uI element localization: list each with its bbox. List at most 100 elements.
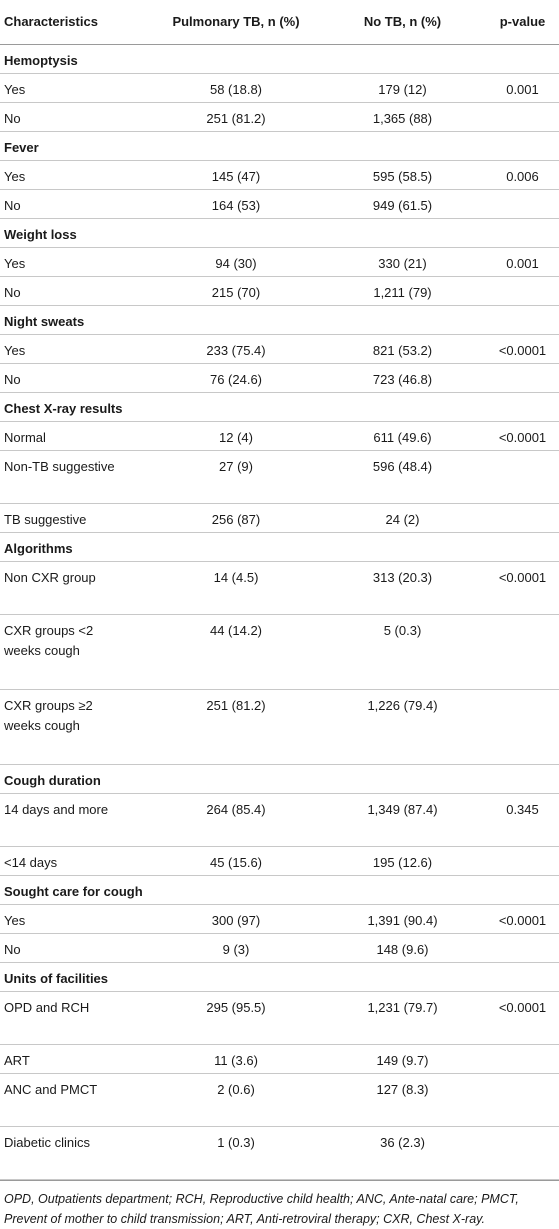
- table-row: CXR groups ≥2 weeks cough 251 (81.2) 1,226…: [0, 690, 559, 765]
- row-label: Normal: [4, 430, 46, 445]
- cell-pulmonary-tb: 58 (18.8): [209, 82, 263, 97]
- table-row: Yes 145 (47) 595 (58.5) 0.006: [0, 161, 559, 190]
- cell-pulmonary-tb: 45 (15.6): [209, 855, 263, 870]
- table-header: Characteristics Pulmonary TB, n (%) No T…: [0, 0, 559, 45]
- cell-pulmonary-tb: 9 (3): [222, 942, 250, 957]
- cell-p-value: <0.0001: [498, 913, 547, 928]
- section-title: Night sweats: [4, 314, 85, 329]
- row-label: TB suggestive: [4, 512, 87, 527]
- cell-pulmonary-tb: 251 (81.2): [206, 111, 266, 126]
- table-row: Yes 94 (30) 330 (21) 0.001: [0, 248, 559, 277]
- row-label: ART: [4, 1053, 30, 1068]
- table-body: Hemoptysis Yes 58 (18.8) 179 (12) 0.001 No 251…: [0, 45, 559, 1180]
- header-pulmonary-tb: Pulmonary TB, n (%): [172, 14, 300, 29]
- row-label: No: [4, 111, 21, 126]
- row-label: ANC and PMCT: [4, 1082, 98, 1097]
- cell-p-value: 0.006: [506, 169, 539, 184]
- section-header-row: Chest X-ray results: [0, 393, 559, 422]
- table-row: Normal 12 (4) 611 (49.6) <0.0001: [0, 422, 559, 451]
- table-row: Yes 233 (75.4) 821 (53.2) <0.0001: [0, 335, 559, 364]
- section-title: Fever: [4, 140, 39, 155]
- section-title: Weight loss: [4, 227, 77, 242]
- table-row: OPD and RCH 295 (95.5) 1,231 (79.7) <0.0001: [0, 992, 559, 1045]
- row-label: CXR groups <2 weeks cough: [4, 623, 94, 658]
- row-label: OPD and RCH: [4, 1000, 90, 1015]
- section-header-row: Algorithms: [0, 533, 559, 562]
- cell-no-tb: 1,226 (79.4): [367, 698, 438, 713]
- cell-no-tb: 1,365 (88): [372, 111, 433, 126]
- cell-pulmonary-tb: 76 (24.6): [209, 372, 263, 387]
- table-row: Yes 300 (97) 1,391 (90.4) <0.0001: [0, 905, 559, 934]
- cell-pulmonary-tb: 11 (3.6): [214, 1053, 258, 1068]
- row-label: Yes: [4, 343, 26, 358]
- cell-p-value: 0.001: [506, 82, 539, 97]
- cell-no-tb: 1,211 (79): [373, 285, 432, 300]
- table-row: Non CXR group 14 (4.5) 313 (20.3) <0.0001: [0, 562, 559, 615]
- table-row: Diabetic clinics 1 (0.3) 36 (2.3): [0, 1127, 559, 1180]
- table-row: ANC and PMCT 2 (0.6) 127 (8.3): [0, 1074, 559, 1127]
- cell-pulmonary-tb: 256 (87): [211, 512, 261, 527]
- cell-no-tb: 179 (12): [378, 82, 427, 97]
- table-row: Yes 58 (18.8) 179 (12) 0.001: [0, 74, 559, 103]
- table-row: ART 11 (3.6) 149 (9.7): [0, 1045, 559, 1074]
- cell-p-value: <0.0001: [498, 570, 547, 585]
- cell-no-tb: 611 (49.6): [373, 430, 432, 445]
- section-title: Units of facilities: [4, 971, 109, 986]
- cell-p-value: 0.345: [506, 802, 539, 817]
- cell-pulmonary-tb: 14 (4.5): [213, 570, 259, 585]
- cell-no-tb: 313 (20.3): [372, 570, 433, 585]
- cell-pulmonary-tb: 27 (9): [219, 459, 253, 474]
- cell-pulmonary-tb: 12 (4): [219, 430, 253, 445]
- row-label: No: [4, 285, 21, 300]
- table-row: 14 days and more 264 (85.4) 1,349 (87.4) 0.…: [0, 794, 559, 847]
- header-p-value: p-value: [499, 14, 546, 29]
- cell-no-tb: 821 (53.2): [372, 343, 433, 358]
- row-label: <14 days: [4, 855, 58, 870]
- cell-no-tb: 5 (0.3): [383, 623, 422, 638]
- cell-pulmonary-tb: 300 (97): [211, 913, 261, 928]
- table-row: No 76 (24.6) 723 (46.8): [0, 364, 559, 393]
- header-no-tb: No TB, n (%): [363, 14, 442, 29]
- row-label: CXR groups ≥2 weeks cough: [4, 698, 93, 733]
- cell-pulmonary-tb: 233 (75.4): [206, 343, 266, 358]
- row-label: No: [4, 198, 21, 213]
- row-label: No: [4, 942, 21, 957]
- section-header-row: Night sweats: [0, 306, 559, 335]
- cell-no-tb: 149 (9.7): [376, 1053, 429, 1068]
- row-label: Diabetic clinics: [4, 1135, 90, 1150]
- section-header-row: Sought care for cough: [0, 876, 559, 905]
- row-label: Non CXR group: [4, 570, 96, 585]
- section-title: Cough duration: [4, 773, 101, 788]
- section-title: Algorithms: [4, 541, 73, 556]
- cell-pulmonary-tb: 1 (0.3): [217, 1135, 255, 1150]
- cell-p-value: 0.001: [506, 256, 539, 271]
- row-label: Yes: [4, 82, 26, 97]
- cell-p-value: <0.0001: [498, 430, 547, 445]
- table-row: TB suggestive 256 (87) 24 (2): [0, 504, 559, 533]
- table-footnote: OPD, Outpatients department; RCH, Reprod…: [0, 1180, 559, 1229]
- row-label: 14 days and more: [4, 802, 109, 817]
- cell-pulmonary-tb: 2 (0.6): [217, 1082, 255, 1097]
- table-row: No 9 (3) 148 (9.6): [0, 934, 559, 963]
- cell-pulmonary-tb: 264 (85.4): [206, 802, 266, 817]
- cell-no-tb: 1,231 (79.7): [367, 1000, 438, 1015]
- section-title: Sought care for cough: [4, 884, 143, 899]
- cell-pulmonary-tb: 215 (70): [211, 285, 261, 300]
- cell-p-value: <0.0001: [498, 1000, 547, 1015]
- cell-pulmonary-tb: 94 (30): [215, 256, 257, 271]
- row-label: Yes: [4, 913, 26, 928]
- row-label: Yes: [4, 256, 26, 271]
- section-title: Hemoptysis: [4, 53, 78, 68]
- table-row: <14 days 45 (15.6) 195 (12.6): [0, 847, 559, 876]
- cell-no-tb: 1,349 (87.4): [367, 802, 438, 817]
- section-header-row: Hemoptysis: [0, 45, 559, 74]
- row-label: Yes: [4, 169, 26, 184]
- cell-no-tb: 36 (2.3): [380, 1135, 425, 1150]
- cell-no-tb: 148 (9.6): [376, 942, 429, 957]
- cell-no-tb: 596 (48.4): [372, 459, 433, 474]
- table-row: No 164 (53) 949 (61.5): [0, 190, 559, 219]
- cell-no-tb: 595 (58.5): [372, 169, 433, 184]
- row-label: Non-TB suggestive: [4, 459, 115, 474]
- section-header-row: Units of facilities: [0, 963, 559, 992]
